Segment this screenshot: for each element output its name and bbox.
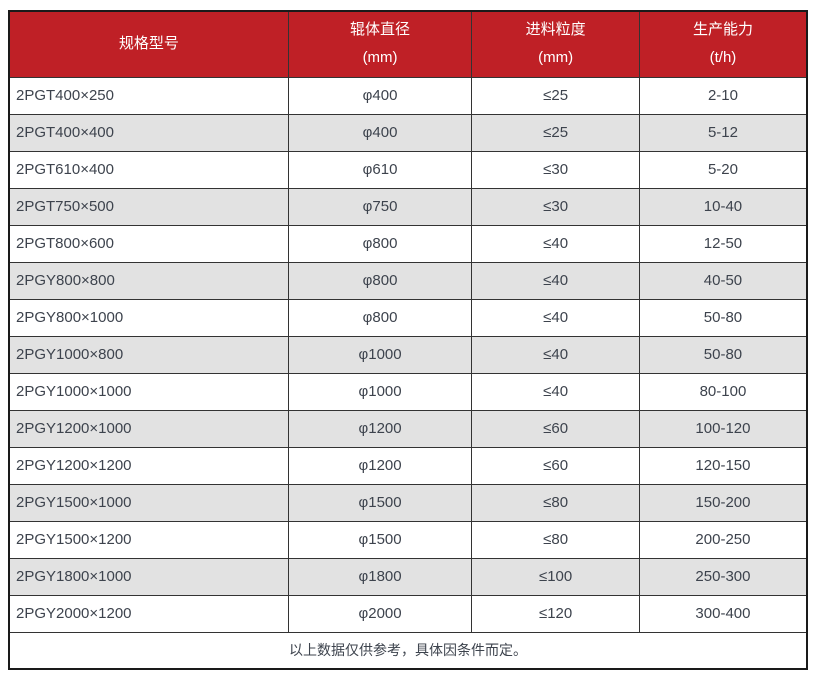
cell-model: 2PGY1000×1000 bbox=[8, 372, 289, 411]
header-feed-size-title: 进料粒度 bbox=[525, 20, 586, 38]
cell-feed: ≤40 bbox=[471, 298, 640, 337]
cell-feed: ≤40 bbox=[471, 372, 640, 411]
cell-diameter: φ800 bbox=[287, 298, 473, 337]
cell-model: 2PGY1500×1000 bbox=[8, 483, 289, 522]
footer-note: 以上数据仅供参考，具体因条件而定。 bbox=[8, 631, 808, 670]
table-row: 2PGY1000×1000 φ1000 ≤40 80-100 bbox=[8, 372, 808, 411]
cell-diameter: φ1000 bbox=[287, 335, 473, 374]
cell-diameter: φ610 bbox=[287, 150, 473, 189]
header-roller-diameter: 辊体直径 (mm) bbox=[287, 10, 473, 78]
cell-diameter: φ1200 bbox=[287, 446, 473, 485]
header-capacity: 生产能力 (t/h) bbox=[638, 10, 808, 78]
cell-feed: ≤25 bbox=[471, 113, 640, 152]
cell-capacity: 5-12 bbox=[638, 113, 808, 152]
cell-capacity: 5-20 bbox=[638, 150, 808, 189]
cell-diameter: φ1500 bbox=[287, 520, 473, 559]
cell-diameter: φ1000 bbox=[287, 372, 473, 411]
cell-diameter: φ1800 bbox=[287, 557, 473, 596]
cell-capacity: 50-80 bbox=[638, 298, 808, 337]
cell-feed: ≤100 bbox=[471, 557, 640, 596]
cell-capacity: 12-50 bbox=[638, 224, 808, 263]
cell-feed: ≤40 bbox=[471, 261, 640, 300]
cell-model: 2PGT400×250 bbox=[8, 76, 289, 115]
cell-feed: ≤40 bbox=[471, 335, 640, 374]
table-row: 2PGY800×800 φ800 ≤40 40-50 bbox=[8, 261, 808, 300]
cell-diameter: φ400 bbox=[287, 113, 473, 152]
table-row: 2PGT400×400 φ400 ≤25 5-12 bbox=[8, 113, 808, 152]
cell-capacity: 150-200 bbox=[638, 483, 808, 522]
cell-model: 2PGY1000×800 bbox=[8, 335, 289, 374]
cell-feed: ≤25 bbox=[471, 76, 640, 115]
cell-feed: ≤40 bbox=[471, 224, 640, 263]
cell-capacity: 10-40 bbox=[638, 187, 808, 226]
cell-model: 2PGT750×500 bbox=[8, 187, 289, 226]
cell-feed: ≤60 bbox=[471, 409, 640, 448]
cell-feed: ≤80 bbox=[471, 520, 640, 559]
header-roller-diameter-title: 辊体直径 bbox=[350, 20, 411, 38]
cell-diameter: φ2000 bbox=[287, 594, 473, 633]
header-feed-size: 进料粒度 (mm) bbox=[471, 10, 640, 78]
header-capacity-title: 生产能力 bbox=[692, 20, 753, 38]
cell-model: 2PGY800×800 bbox=[8, 261, 289, 300]
cell-capacity: 120-150 bbox=[638, 446, 808, 485]
cell-feed: ≤80 bbox=[471, 483, 640, 522]
table-row: 2PGY1800×1000 φ1800 ≤100 250-300 bbox=[8, 557, 808, 596]
header-capacity-unit: (t/h) bbox=[709, 49, 737, 67]
cell-diameter: φ800 bbox=[287, 224, 473, 263]
header-model-title: 规格型号 bbox=[118, 35, 179, 52]
cell-capacity: 300-400 bbox=[638, 594, 808, 633]
header-row: 规格型号 辊体直径 (mm) 进料粒度 (mm) 生产能力 (t/h) bbox=[8, 10, 808, 78]
table-row: 2PGY1500×1000 φ1500 ≤80 150-200 bbox=[8, 483, 808, 522]
table-row: 2PGY1200×1200 φ1200 ≤60 120-150 bbox=[8, 446, 808, 485]
table-row: 2PGT610×400 φ610 ≤30 5-20 bbox=[8, 150, 808, 189]
table-row: 2PGY1000×800 φ1000 ≤40 50-80 bbox=[8, 335, 808, 374]
table-row: 2PGT750×500 φ750 ≤30 10-40 bbox=[8, 187, 808, 226]
cell-capacity: 250-300 bbox=[638, 557, 808, 596]
cell-model: 2PGY1200×1000 bbox=[8, 409, 289, 448]
cell-diameter: φ800 bbox=[287, 261, 473, 300]
header-roller-diameter-unit: (mm) bbox=[362, 49, 398, 67]
table-row: 2PGT400×250 φ400 ≤25 2-10 bbox=[8, 76, 808, 115]
spec-table: 规格型号 辊体直径 (mm) 进料粒度 (mm) 生产能力 (t/h) 2PGT… bbox=[8, 10, 808, 670]
cell-diameter: φ1500 bbox=[287, 483, 473, 522]
cell-feed: ≤30 bbox=[471, 150, 640, 189]
table-header: 规格型号 辊体直径 (mm) 进料粒度 (mm) 生产能力 (t/h) bbox=[8, 10, 808, 78]
table-row: 2PGY1500×1200 φ1500 ≤80 200-250 bbox=[8, 520, 808, 559]
cell-capacity: 80-100 bbox=[638, 372, 808, 411]
cell-model: 2PGY1200×1200 bbox=[8, 446, 289, 485]
cell-capacity: 2-10 bbox=[638, 76, 808, 115]
table-row: 2PGY800×1000 φ800 ≤40 50-80 bbox=[8, 298, 808, 337]
cell-model: 2PGY1500×1200 bbox=[8, 520, 289, 559]
cell-model: 2PGT610×400 bbox=[8, 150, 289, 189]
footer-row: 以上数据仅供参考，具体因条件而定。 bbox=[8, 631, 808, 670]
cell-model: 2PGT800×600 bbox=[8, 224, 289, 263]
cell-capacity: 100-120 bbox=[638, 409, 808, 448]
cell-feed: ≤60 bbox=[471, 446, 640, 485]
cell-diameter: φ400 bbox=[287, 76, 473, 115]
table-footer: 以上数据仅供参考，具体因条件而定。 bbox=[8, 631, 808, 670]
table-row: 2PGY2000×1200 φ2000 ≤120 300-400 bbox=[8, 594, 808, 633]
cell-model: 2PGY800×1000 bbox=[8, 298, 289, 337]
cell-capacity: 40-50 bbox=[638, 261, 808, 300]
table-row: 2PGT800×600 φ800 ≤40 12-50 bbox=[8, 224, 808, 263]
cell-capacity: 50-80 bbox=[638, 335, 808, 374]
cell-feed: ≤30 bbox=[471, 187, 640, 226]
cell-feed: ≤120 bbox=[471, 594, 640, 633]
cell-model: 2PGY2000×1200 bbox=[8, 594, 289, 633]
header-feed-size-unit: (mm) bbox=[538, 49, 574, 67]
cell-capacity: 200-250 bbox=[638, 520, 808, 559]
header-model: 规格型号 bbox=[8, 10, 289, 78]
cell-model: 2PGT400×400 bbox=[8, 113, 289, 152]
table-row: 2PGY1200×1000 φ1200 ≤60 100-120 bbox=[8, 409, 808, 448]
cell-model: 2PGY1800×1000 bbox=[8, 557, 289, 596]
table-body: 2PGT400×250 φ400 ≤25 2-10 2PGT400×400 φ4… bbox=[8, 76, 808, 633]
cell-diameter: φ750 bbox=[287, 187, 473, 226]
cell-diameter: φ1200 bbox=[287, 409, 473, 448]
